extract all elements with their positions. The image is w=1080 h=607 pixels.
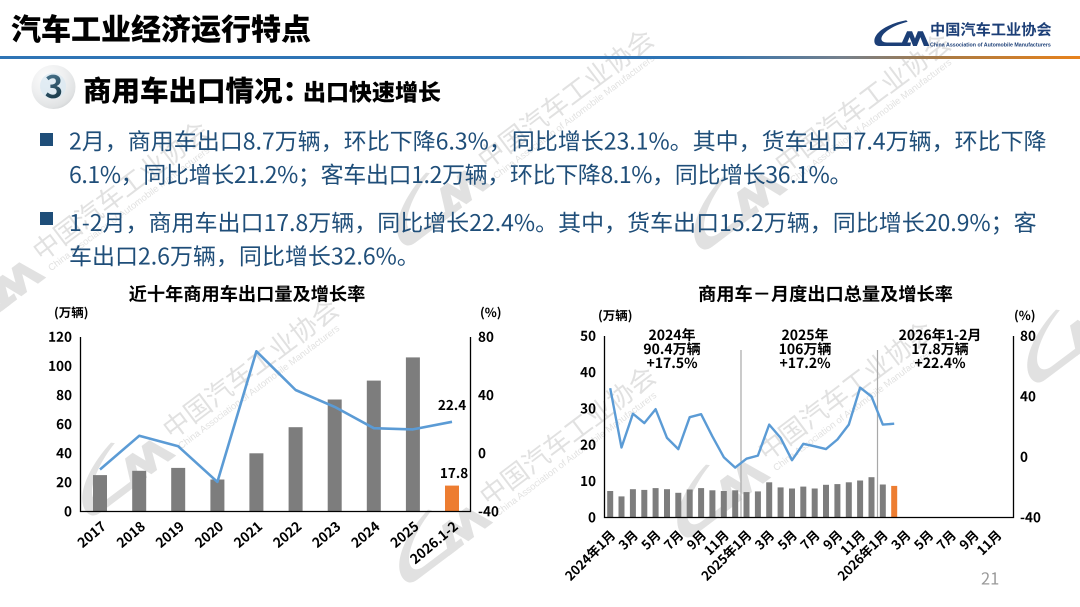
svg-text:China Association of Automobil: China Association of Automobile Manufact… bbox=[176, 323, 342, 452]
svg-text:China Association of Automobil: China Association of Automobile Manufact… bbox=[930, 43, 1051, 49]
svg-text:China Association of Automobil: China Association of Automobile Manufact… bbox=[491, 53, 657, 182]
